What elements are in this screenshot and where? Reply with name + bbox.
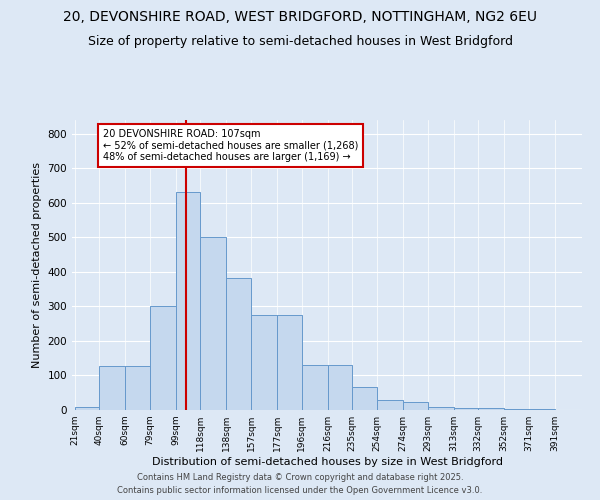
Bar	[200, 238, 226, 410]
Text: Contains HM Land Registry data © Crown copyright and database right 2025.
Contai: Contains HM Land Registry data © Crown c…	[118, 473, 482, 495]
Bar	[328, 365, 352, 410]
Bar	[377, 400, 403, 410]
Bar	[74, 407, 99, 410]
Bar	[150, 306, 176, 410]
Bar	[428, 406, 454, 410]
Bar	[277, 315, 302, 410]
Bar	[504, 409, 529, 410]
Bar	[176, 192, 200, 410]
Bar	[454, 408, 478, 410]
X-axis label: Distribution of semi-detached houses by size in West Bridgford: Distribution of semi-detached houses by …	[151, 457, 503, 467]
Bar	[226, 278, 251, 410]
Bar	[478, 408, 504, 410]
Y-axis label: Number of semi-detached properties: Number of semi-detached properties	[32, 162, 42, 368]
Bar	[99, 366, 125, 410]
Bar	[302, 365, 328, 410]
Bar	[529, 409, 555, 410]
Text: 20 DEVONSHIRE ROAD: 107sqm
← 52% of semi-detached houses are smaller (1,268)
48%: 20 DEVONSHIRE ROAD: 107sqm ← 52% of semi…	[103, 128, 359, 162]
Bar	[352, 386, 377, 410]
Bar	[403, 402, 428, 410]
Text: Size of property relative to semi-detached houses in West Bridgford: Size of property relative to semi-detach…	[88, 35, 512, 48]
Bar	[251, 315, 277, 410]
Text: 20, DEVONSHIRE ROAD, WEST BRIDGFORD, NOTTINGHAM, NG2 6EU: 20, DEVONSHIRE ROAD, WEST BRIDGFORD, NOT…	[63, 10, 537, 24]
Bar	[125, 366, 150, 410]
